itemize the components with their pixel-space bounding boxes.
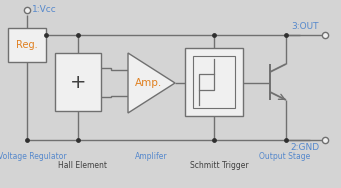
Text: Output Stage: Output Stage — [260, 152, 311, 161]
Text: Hall Element: Hall Element — [59, 161, 107, 170]
Bar — [185, 48, 243, 116]
Text: 3:OUT: 3:OUT — [292, 22, 319, 31]
Bar — [55, 53, 101, 111]
Polygon shape — [128, 53, 175, 113]
Bar — [193, 56, 235, 108]
Text: Amplifer: Amplifer — [135, 152, 168, 161]
Text: 1:Vcc: 1:Vcc — [32, 5, 57, 14]
Text: Voltage Regulator: Voltage Regulator — [0, 152, 66, 161]
Text: +: + — [70, 73, 86, 92]
Bar — [8, 28, 46, 62]
Text: Amp.: Amp. — [135, 78, 162, 88]
Text: Reg.: Reg. — [16, 40, 38, 50]
Text: Schmitt Trigger: Schmitt Trigger — [190, 161, 248, 170]
Text: 2:GND: 2:GND — [290, 143, 319, 152]
